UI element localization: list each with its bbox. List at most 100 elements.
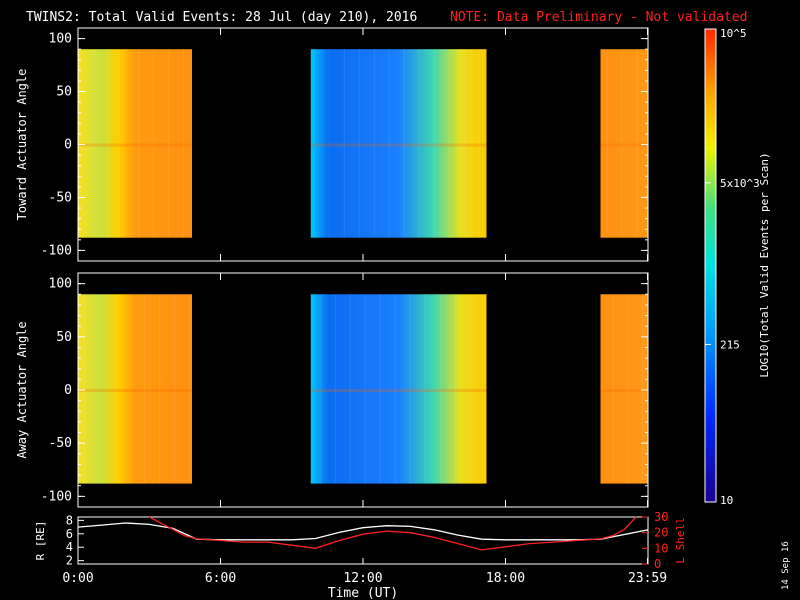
line-panel-frame xyxy=(77,516,649,565)
heatmap-stripe xyxy=(313,49,315,238)
date-stamp: 14 Sep 16 xyxy=(781,541,791,590)
y-tick-label: -100 xyxy=(41,489,72,504)
left-y-tick-label: 2 xyxy=(66,554,73,568)
heatmap-stripe xyxy=(114,294,116,484)
heatmap-stripe xyxy=(612,294,614,484)
heatmap-stripe xyxy=(99,294,101,484)
heatmap-stripe xyxy=(183,49,185,238)
heatmap-stripe xyxy=(168,49,170,238)
x-axis-label: Time (UT) xyxy=(328,586,398,600)
heatmap-segment-2 xyxy=(600,49,648,238)
left-axis-label: R [RE] xyxy=(34,521,47,561)
colorbar-tick-label: 10 xyxy=(720,494,733,507)
heatmap-stripe xyxy=(78,49,80,238)
zero-angle-band xyxy=(78,389,192,392)
heatmap-stripe xyxy=(469,294,471,484)
y-axis-label: Away Actuator Angle xyxy=(15,321,29,458)
top-heatmap-panel: 100 50 0 -50 -100 Toward Actuator Angle xyxy=(15,27,649,262)
zero-angle-band xyxy=(600,389,648,392)
y-tick-label: -100 xyxy=(41,243,72,258)
preliminary-note: NOTE: Data Preliminary - Not validated xyxy=(450,10,747,25)
y-tick-label: 50 xyxy=(56,330,72,345)
heatmap-stripe xyxy=(174,294,176,484)
heatmap-stripe xyxy=(373,49,375,238)
heatmap-stripe xyxy=(358,49,360,238)
colorbar-ticks: 10^5 5x10^3 215 10 xyxy=(705,27,760,507)
heatmap-stripe xyxy=(189,294,191,484)
x-tick-label: 23:59 xyxy=(628,571,667,586)
y-tick-label: 100 xyxy=(49,277,72,292)
zero-angle-band xyxy=(310,389,487,392)
heatmap-stripe xyxy=(394,294,396,484)
heatmap-stripe xyxy=(319,294,321,484)
right-axis-label: L Shell xyxy=(674,517,687,563)
x-tick-label: 12:00 xyxy=(343,571,382,586)
middle-heatmap-panel: 100 50 0 -50 -100 Away Actuator Angle xyxy=(15,272,649,508)
heatmap-stripe xyxy=(484,294,486,484)
colorbar xyxy=(704,28,717,503)
right-y-tick-label: 0 xyxy=(654,557,661,571)
heatmap-stripe xyxy=(433,49,435,238)
series-line-r xyxy=(77,522,649,541)
heatmap-stripe xyxy=(463,49,465,238)
heatmap-stripe xyxy=(642,294,644,484)
heatmap-stripe xyxy=(636,49,638,238)
x-tick-label: 6:00 xyxy=(205,571,236,586)
heatmap-stripe xyxy=(379,294,381,484)
heatmap-stripe xyxy=(448,49,450,238)
series-line-l-shell xyxy=(148,516,637,551)
heatmap-stripe xyxy=(627,294,629,484)
heatmap-stripe xyxy=(424,294,426,484)
y-axis-label: Toward Actuator Angle xyxy=(15,69,29,221)
right-y-tick-label: 10 xyxy=(654,541,668,555)
heatmap-stripe xyxy=(439,294,441,484)
heatmap-stripe xyxy=(349,294,351,484)
heatmap-stripe xyxy=(409,294,411,484)
heatmap-stripe xyxy=(144,294,146,484)
colorbar-tick-label: 5x10^3 xyxy=(720,177,760,190)
left-y-tick-label: 8 xyxy=(66,513,73,527)
zero-angle-band xyxy=(78,143,192,147)
y-tick-label: -50 xyxy=(49,190,72,205)
heatmap-stripe xyxy=(403,49,405,238)
heatmap-stripe xyxy=(153,49,155,238)
heatmap-segment-2 xyxy=(600,294,648,484)
heatmap-stripe xyxy=(418,49,420,238)
left-y-tick-label: 4 xyxy=(66,540,73,554)
zero-angle-band xyxy=(600,143,648,147)
heatmap-stripe xyxy=(621,49,623,238)
heatmap-stripe xyxy=(129,294,131,484)
heatmap-segment-0 xyxy=(78,49,192,238)
x-tick-label: 18:00 xyxy=(486,571,525,586)
colorbar-tick-label: 10^5 xyxy=(720,27,747,40)
y-tick-label: 0 xyxy=(64,138,72,153)
heatmap-stripe xyxy=(454,294,456,484)
y-tick-label: 0 xyxy=(64,383,72,398)
heatmap-stripe xyxy=(334,294,336,484)
right-y-tick-label: 20 xyxy=(654,526,668,540)
heatmap-stripe xyxy=(123,49,125,238)
x-tick-label: 0:00 xyxy=(62,571,93,586)
heatmap-stripe xyxy=(388,49,390,238)
heatmap-stripe xyxy=(108,49,110,238)
heatmap-stripe xyxy=(138,49,140,238)
y-tick-label: -50 xyxy=(49,436,72,451)
heatmap-segment-1 xyxy=(310,49,487,238)
heatmap-stripe xyxy=(328,49,330,238)
heatmap-stripe xyxy=(84,294,86,484)
heatmap-stripe xyxy=(343,49,345,238)
colorbar-tick-label: 215 xyxy=(720,338,740,351)
heatmap-stripe xyxy=(159,294,161,484)
right-y-tick-label: 30 xyxy=(654,510,668,524)
heatmap-stripe xyxy=(606,49,608,238)
y-tick-label: 100 xyxy=(49,32,72,47)
zero-angle-band xyxy=(310,143,487,147)
heatmap-stripe xyxy=(93,49,95,238)
colorbar-label: LOG10(Total Valid Events per Scan) xyxy=(758,152,771,377)
heatmap-segment-0 xyxy=(78,294,192,484)
left-y-tick-label: 6 xyxy=(66,527,73,541)
heatmap-stripe xyxy=(478,49,480,238)
y-tick-label: 50 xyxy=(56,85,72,100)
